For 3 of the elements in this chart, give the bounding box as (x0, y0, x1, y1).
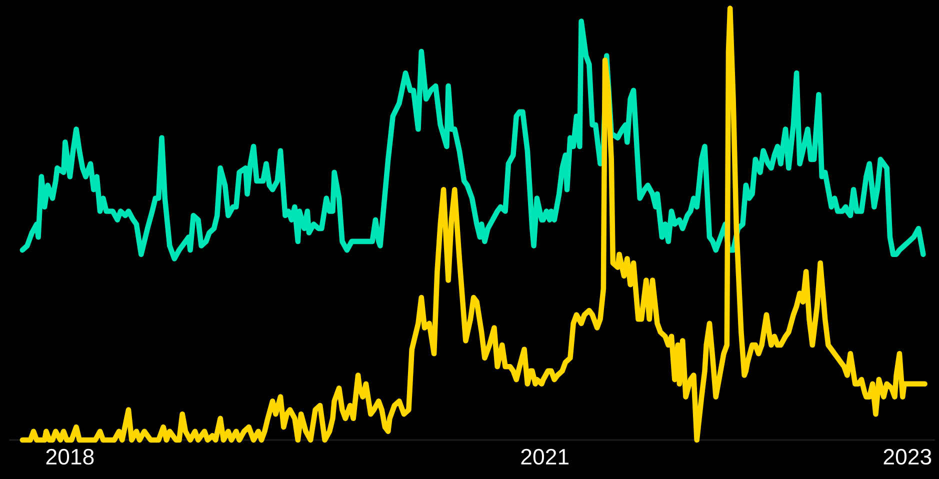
x-tick-label: 2018 (46, 448, 94, 465)
x-tick-label: 2021 (521, 448, 568, 465)
x-tick-label: 2023 (884, 448, 932, 465)
